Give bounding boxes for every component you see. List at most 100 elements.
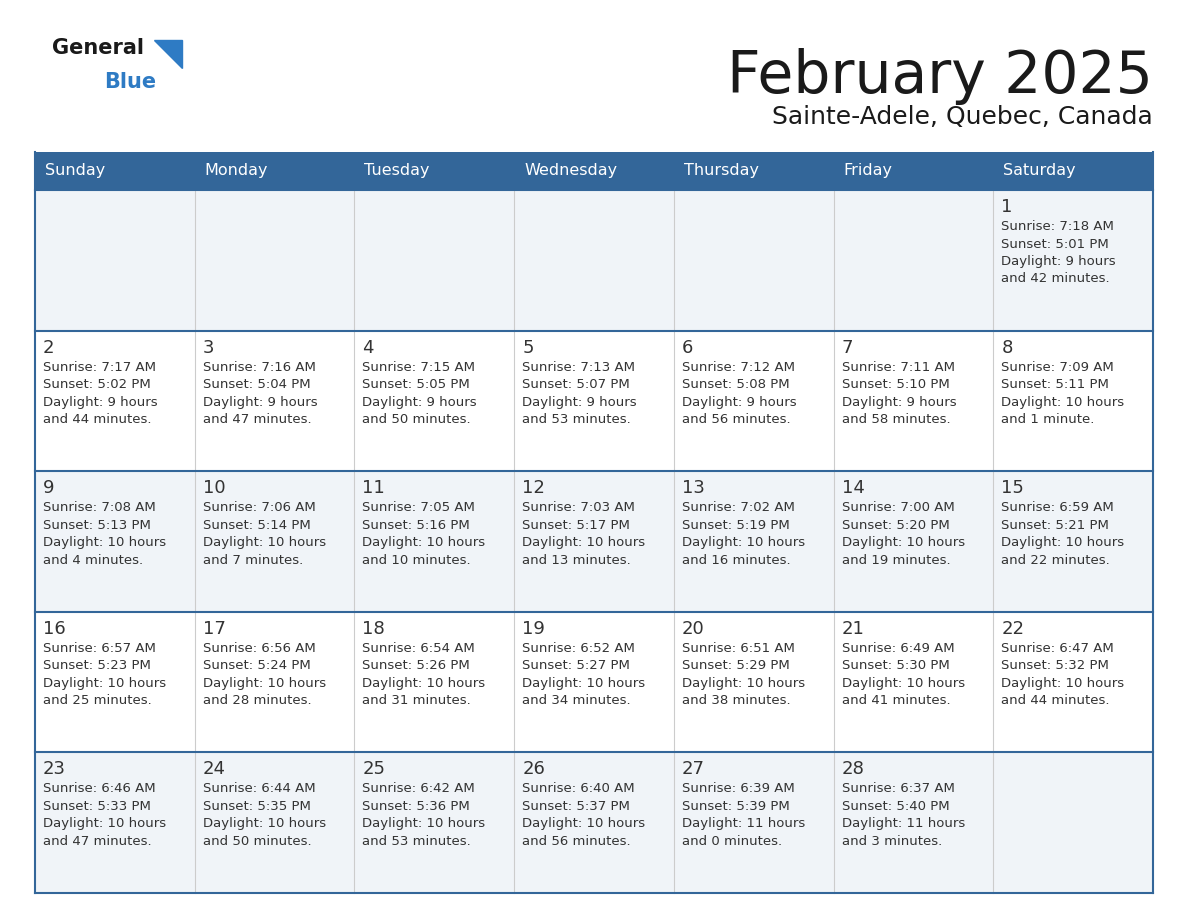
Text: Sunset: 5:39 PM: Sunset: 5:39 PM — [682, 800, 790, 813]
Text: Sunset: 5:02 PM: Sunset: 5:02 PM — [43, 378, 151, 391]
Text: Daylight: 10 hours: Daylight: 10 hours — [1001, 536, 1124, 549]
Bar — [514, 471, 674, 611]
Text: 12: 12 — [523, 479, 545, 498]
Text: 17: 17 — [203, 620, 226, 638]
Text: Saturday: Saturday — [1004, 163, 1076, 178]
Text: Sunset: 5:04 PM: Sunset: 5:04 PM — [203, 378, 310, 391]
Bar — [34, 330, 195, 471]
Text: Sainte-Adele, Quebec, Canada: Sainte-Adele, Quebec, Canada — [772, 105, 1154, 129]
Bar — [354, 611, 514, 753]
Text: 27: 27 — [682, 760, 704, 778]
Text: Thursday: Thursday — [684, 163, 759, 178]
Bar — [514, 753, 674, 893]
Bar — [34, 611, 195, 753]
Bar — [834, 753, 993, 893]
Text: Daylight: 10 hours: Daylight: 10 hours — [1001, 396, 1124, 409]
Text: and 44 minutes.: and 44 minutes. — [1001, 694, 1110, 707]
Bar — [354, 330, 514, 471]
Text: Daylight: 11 hours: Daylight: 11 hours — [841, 817, 965, 831]
Text: Daylight: 9 hours: Daylight: 9 hours — [362, 396, 478, 409]
Text: Monday: Monday — [204, 163, 268, 178]
Text: Sunrise: 6:54 AM: Sunrise: 6:54 AM — [362, 642, 475, 655]
Text: Sunrise: 6:40 AM: Sunrise: 6:40 AM — [523, 782, 634, 795]
Text: Sunrise: 6:57 AM: Sunrise: 6:57 AM — [43, 642, 156, 655]
Text: Sunset: 5:27 PM: Sunset: 5:27 PM — [523, 659, 630, 672]
Text: Sunset: 5:40 PM: Sunset: 5:40 PM — [841, 800, 949, 813]
Text: Sunset: 5:01 PM: Sunset: 5:01 PM — [1001, 238, 1110, 251]
Text: Sunset: 5:13 PM: Sunset: 5:13 PM — [43, 519, 151, 532]
Bar — [834, 152, 993, 190]
Text: 21: 21 — [841, 620, 865, 638]
Text: Daylight: 10 hours: Daylight: 10 hours — [523, 817, 645, 831]
Text: 19: 19 — [523, 620, 545, 638]
Text: Sunset: 5:16 PM: Sunset: 5:16 PM — [362, 519, 470, 532]
Text: Daylight: 10 hours: Daylight: 10 hours — [362, 817, 486, 831]
Bar — [195, 753, 354, 893]
Text: Sunset: 5:35 PM: Sunset: 5:35 PM — [203, 800, 310, 813]
Text: 5: 5 — [523, 339, 533, 356]
Text: Sunrise: 7:18 AM: Sunrise: 7:18 AM — [1001, 220, 1114, 233]
Text: 20: 20 — [682, 620, 704, 638]
Bar — [834, 190, 993, 330]
Text: Daylight: 10 hours: Daylight: 10 hours — [203, 677, 326, 689]
Bar — [993, 190, 1154, 330]
Bar — [195, 152, 354, 190]
Polygon shape — [154, 40, 182, 68]
Text: Sunrise: 7:17 AM: Sunrise: 7:17 AM — [43, 361, 156, 374]
Text: Daylight: 10 hours: Daylight: 10 hours — [841, 677, 965, 689]
Bar — [195, 611, 354, 753]
Text: 3: 3 — [203, 339, 214, 356]
Bar — [834, 471, 993, 611]
Text: and 34 minutes.: and 34 minutes. — [523, 694, 631, 707]
Text: Sunrise: 6:37 AM: Sunrise: 6:37 AM — [841, 782, 954, 795]
Text: Sunset: 5:05 PM: Sunset: 5:05 PM — [362, 378, 470, 391]
Text: and 1 minute.: and 1 minute. — [1001, 413, 1094, 426]
Text: and 42 minutes.: and 42 minutes. — [1001, 273, 1110, 285]
Text: Sunrise: 6:59 AM: Sunrise: 6:59 AM — [1001, 501, 1114, 514]
Text: Sunset: 5:36 PM: Sunset: 5:36 PM — [362, 800, 470, 813]
Text: and 16 minutes.: and 16 minutes. — [682, 554, 790, 566]
Text: Sunrise: 6:51 AM: Sunrise: 6:51 AM — [682, 642, 795, 655]
Text: Sunset: 5:30 PM: Sunset: 5:30 PM — [841, 659, 949, 672]
Text: and 7 minutes.: and 7 minutes. — [203, 554, 303, 566]
Bar — [34, 152, 195, 190]
Text: Sunrise: 7:11 AM: Sunrise: 7:11 AM — [841, 361, 955, 374]
Bar — [993, 611, 1154, 753]
Text: Sunrise: 6:47 AM: Sunrise: 6:47 AM — [1001, 642, 1114, 655]
Text: and 22 minutes.: and 22 minutes. — [1001, 554, 1110, 566]
Text: Sunrise: 7:00 AM: Sunrise: 7:00 AM — [841, 501, 954, 514]
Text: 24: 24 — [203, 760, 226, 778]
Text: Daylight: 10 hours: Daylight: 10 hours — [43, 536, 166, 549]
Text: Sunset: 5:14 PM: Sunset: 5:14 PM — [203, 519, 310, 532]
Text: Sunset: 5:07 PM: Sunset: 5:07 PM — [523, 378, 630, 391]
Bar — [34, 753, 195, 893]
Text: 1: 1 — [1001, 198, 1012, 216]
Text: and 58 minutes.: and 58 minutes. — [841, 413, 950, 426]
Text: 16: 16 — [43, 620, 65, 638]
Bar — [354, 152, 514, 190]
Text: and 3 minutes.: and 3 minutes. — [841, 834, 942, 848]
Bar — [34, 471, 195, 611]
Text: and 41 minutes.: and 41 minutes. — [841, 694, 950, 707]
Bar — [195, 471, 354, 611]
Text: Sunrise: 7:05 AM: Sunrise: 7:05 AM — [362, 501, 475, 514]
Text: and 28 minutes.: and 28 minutes. — [203, 694, 311, 707]
Text: Sunset: 5:11 PM: Sunset: 5:11 PM — [1001, 378, 1110, 391]
Text: Daylight: 9 hours: Daylight: 9 hours — [841, 396, 956, 409]
Bar — [674, 190, 834, 330]
Text: Sunset: 5:23 PM: Sunset: 5:23 PM — [43, 659, 151, 672]
Bar — [674, 471, 834, 611]
Text: Sunset: 5:20 PM: Sunset: 5:20 PM — [841, 519, 949, 532]
Bar — [195, 190, 354, 330]
Text: 14: 14 — [841, 479, 865, 498]
Text: Daylight: 10 hours: Daylight: 10 hours — [682, 677, 805, 689]
Text: 10: 10 — [203, 479, 226, 498]
Text: 6: 6 — [682, 339, 694, 356]
Text: Daylight: 10 hours: Daylight: 10 hours — [203, 817, 326, 831]
Bar — [514, 611, 674, 753]
Text: Sunset: 5:24 PM: Sunset: 5:24 PM — [203, 659, 310, 672]
Bar — [834, 611, 993, 753]
Text: Blue: Blue — [105, 72, 156, 92]
Text: and 10 minutes.: and 10 minutes. — [362, 554, 472, 566]
Text: Daylight: 11 hours: Daylight: 11 hours — [682, 817, 805, 831]
